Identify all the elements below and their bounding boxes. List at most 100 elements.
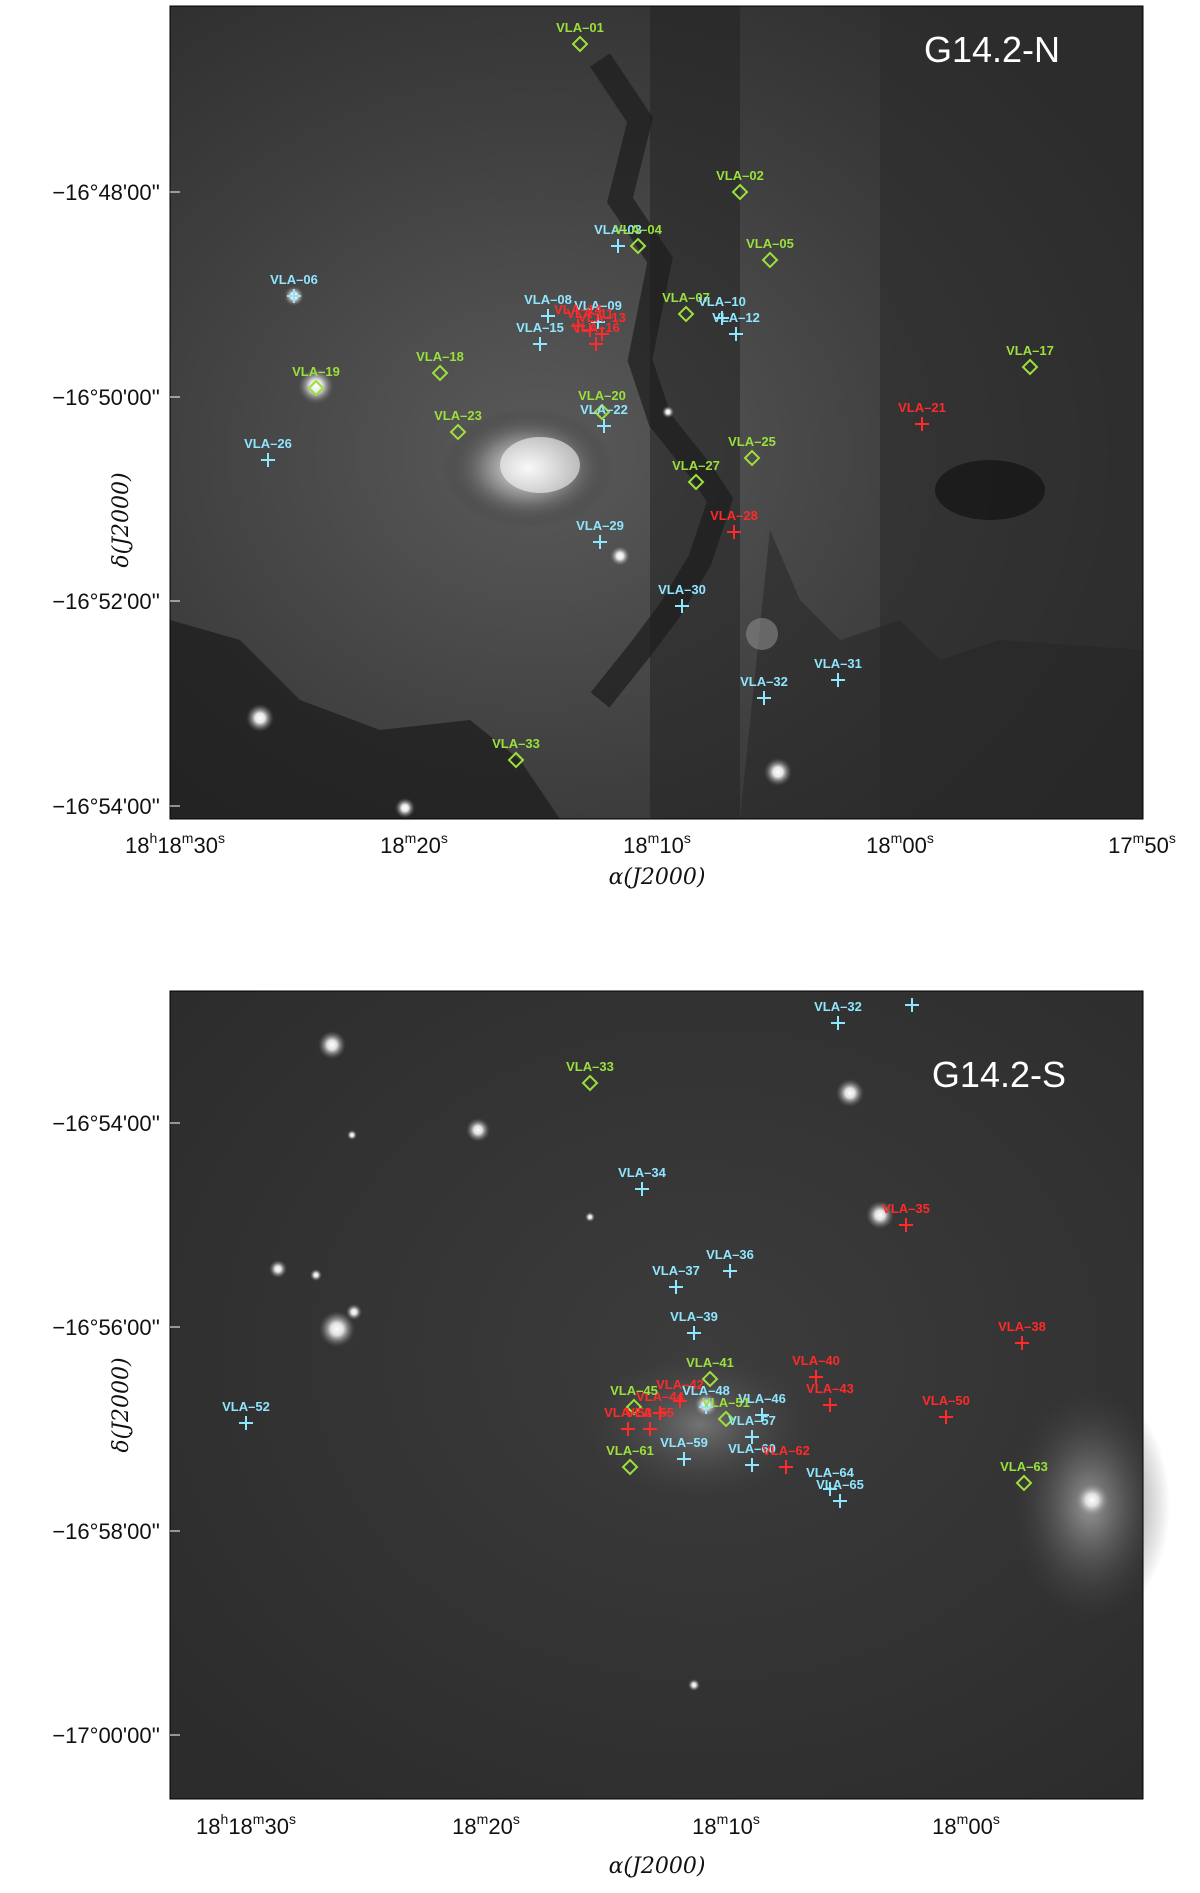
source-label: VLA–14 [554,302,602,317]
ytick-label: −16°56'00'' [52,1315,160,1340]
source-vla-19: VLA–19 [292,364,340,397]
panel-s-yticks: −16°54'00'' −16°56'00'' −16°58'00'' −17°… [52,1111,180,1748]
source-vla-02: VLA–02 [716,168,764,201]
source-label: VLA–46 [738,1391,786,1406]
source-label: VLA–29 [576,518,624,533]
diamond-marker-icon [593,403,611,421]
xtick-minutes: 18 [692,1814,716,1839]
source-vla-32: VLA–32 [740,674,788,705]
xtick-seconds: 00 [968,1814,992,1839]
source-label: VLA–33 [492,736,540,751]
source-vla-28: VLA–28 [710,508,758,539]
source-label: VLA–50 [922,1393,970,1408]
cross-marker-icon [589,337,603,351]
source-vla-31: VLA–31 [814,656,862,687]
xtick-seconds: 20 [416,833,440,858]
cross-marker-icon [715,311,729,325]
cross-marker-icon [723,1264,737,1278]
source-label: VLA–39 [670,1309,718,1324]
source-vla-18: VLA–18 [416,349,464,382]
panel-n-title: G14.2-N [924,29,1060,70]
diamond-marker-icon [731,183,749,201]
source-label: VLA–64 [806,1465,854,1480]
panel-n-image [169,5,1144,820]
source-vla-45: VLA–45 [610,1383,658,1416]
source-vla-42: VLA–42 [656,1377,704,1408]
source-label: VLA–05 [746,236,794,251]
xtick-minutes: 17 [1108,833,1132,858]
cross-marker-icon [757,691,771,705]
source-vla-09: VLA–09 [574,298,622,329]
source-vla-39: VLA–39 [670,1309,718,1340]
source-label: VLA–51 [702,1395,750,1410]
source-label: VLA–32 [814,999,862,1014]
source-label: VLA–61 [606,1443,654,1458]
cross-marker-icon [533,337,547,351]
source-label: VLA–21 [898,400,946,415]
xtick-label: 18h18m30s [196,1811,296,1839]
cross-marker-icon [591,315,605,329]
source-label: VLA–41 [686,1355,734,1370]
source-vla-46: VLA–46 [738,1391,786,1422]
source-label: VLA–55 [626,1405,674,1420]
ytick-label: −17°00'00'' [52,1723,160,1748]
source-vla-30: VLA–30 [658,582,706,613]
source-label: VLA–43 [806,1381,854,1396]
xtick-hours: 18 [196,1814,220,1839]
source-vla-08: VLA–08 [524,292,572,323]
source-label: VLA–20 [578,388,626,403]
source-label: VLA–40 [792,1353,840,1368]
source-label: VLA–60 [728,1441,776,1456]
diamond-marker-icon [571,35,589,53]
diamond-marker-icon [307,379,325,397]
source-label: VLA–18 [416,349,464,364]
source-vla-20: VLA–20 [578,388,626,421]
panel-s-ylabel: δ(J2000) [109,1357,134,1452]
source-vla-32: VLA–32 [814,999,862,1030]
cross-marker-icon [915,417,929,431]
xtick-seconds: 10 [659,833,683,858]
panel-n-xlabel: α(J2000) [609,865,706,890]
source-label: VLA–45 [610,1383,658,1398]
xtick-seconds: 10 [728,1814,752,1839]
source-vla-13: VLA–13 [578,310,626,341]
source-unlabeled [905,998,919,1012]
source-label: VLA–01 [556,20,604,35]
cross-marker-icon [643,1422,657,1436]
source-vla-21: VLA–21 [898,400,946,431]
source-vla-10: VLA–10 [698,294,746,325]
source-label: VLA–48 [682,1383,730,1398]
source-label: VLA–19 [292,364,340,379]
source-vla-36: VLA–36 [706,1247,754,1278]
source-vla-44: VLA–44 [636,1389,685,1420]
source-vla-52: VLA–52 [222,1399,270,1430]
cross-marker-icon [729,327,743,341]
diamond-marker-icon [581,1074,599,1092]
cross-marker-icon [687,1326,701,1340]
cross-marker-icon [595,327,609,341]
ytick-label: −16°52'00'' [52,589,160,614]
xtick-minutes: 18 [157,833,181,858]
cross-marker-icon [677,1452,691,1466]
source-label: VLA–57 [728,1413,776,1428]
diamond-marker-icon [629,237,647,255]
cross-marker-icon [899,1218,913,1232]
cross-marker-icon [673,1394,687,1408]
cross-marker-icon [541,309,555,323]
source-vla-14: VLA–14 [554,302,603,333]
source-vla-41: VLA–41 [686,1355,734,1388]
source-label: VLA–59 [660,1435,708,1450]
source-vla-27: VLA–27 [672,458,720,491]
source-vla-15: VLA–15 [516,320,564,351]
xtick-minutes: 18 [228,1814,252,1839]
cross-marker-icon [823,1398,837,1412]
diamond-marker-icon [621,1458,639,1476]
panel-n-yticks: −16°48'00'' −16°50'00'' −16°52'00'' −16°… [52,180,180,819]
source-vla-61: VLA–61 [606,1443,654,1476]
xtick-seconds: 30 [193,833,217,858]
source-vla-38: VLA–38 [998,1319,1046,1350]
source-label: VLA–22 [580,402,628,417]
source-vla-22: VLA–22 [580,402,628,433]
source-label: VLA–11 [567,306,614,321]
